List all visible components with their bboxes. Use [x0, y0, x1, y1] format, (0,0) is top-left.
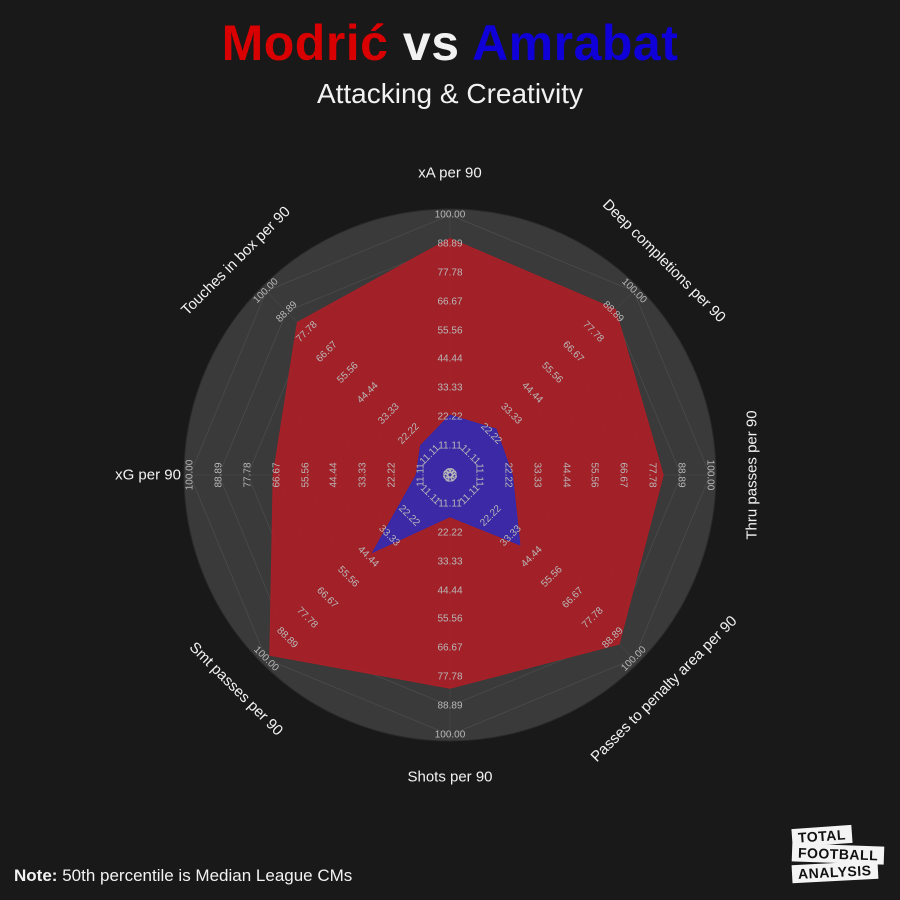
tick-label: 55.56 [437, 325, 462, 336]
tick-label: 44.44 [560, 462, 571, 487]
brand-logo: TOTAL FOOTBALL ANALYSIS [792, 828, 884, 882]
tick-label: 100.00 [705, 460, 716, 491]
footnote-bold: Note: [14, 866, 57, 885]
tick-label: 88.89 [437, 238, 462, 249]
title-container: Modrić vs Amrabat Attacking & Creativity [0, 0, 900, 110]
tick-label: 77.78 [647, 462, 658, 487]
tick-label: 22.22 [387, 462, 398, 487]
tick-label: 100.00 [435, 730, 466, 741]
tick-label: 66.67 [437, 643, 462, 654]
tick-label: 66.67 [271, 462, 282, 487]
main-title: Modrić vs Amrabat [0, 14, 900, 72]
tick-label: 100.00 [435, 210, 466, 221]
player1-name: Modrić [222, 15, 389, 71]
tick-label: 77.78 [437, 267, 462, 278]
axis-label: xG per 90 [115, 467, 181, 484]
tick-label: 100.00 [185, 460, 196, 491]
tick-label: 33.33 [437, 556, 462, 567]
subtitle: Attacking & Creativity [0, 78, 900, 110]
tick-label: 88.89 [437, 701, 462, 712]
tick-label: 88.89 [676, 462, 687, 487]
player2-name: Amrabat [472, 15, 678, 71]
axis-label: xA per 90 [418, 165, 481, 182]
tick-label: 33.33 [358, 462, 369, 487]
tick-label: 77.78 [242, 462, 253, 487]
tick-label: 77.78 [437, 672, 462, 683]
tick-label: 66.67 [618, 462, 629, 487]
vs-text: vs [403, 15, 472, 71]
radar-chart: 0.011.1122.2233.3344.4455.5666.6777.7888… [0, 130, 900, 830]
tick-label: 55.56 [300, 462, 311, 487]
tick-label: 22.22 [437, 527, 462, 538]
axis-label: Thru passes per 90 [744, 410, 761, 539]
footnote: Note: 50th percentile is Median League C… [14, 866, 352, 886]
tick-label: 22.22 [437, 412, 462, 423]
tick-label: 44.44 [437, 585, 462, 596]
tick-label: 88.89 [213, 462, 224, 487]
tick-label: 55.56 [589, 462, 600, 487]
logo-line-3: ANALYSIS [791, 861, 877, 883]
tick-label: 66.67 [437, 296, 462, 307]
tick-label: 22.22 [502, 462, 513, 487]
tick-label: 44.44 [437, 354, 462, 365]
tick-label: 33.33 [531, 462, 542, 487]
tick-label: 33.33 [437, 383, 462, 394]
tick-label: 55.56 [437, 614, 462, 625]
tick-label: 44.44 [329, 462, 340, 487]
axis-label: Shots per 90 [407, 769, 492, 786]
footnote-text: 50th percentile is Median League CMs [62, 866, 352, 885]
